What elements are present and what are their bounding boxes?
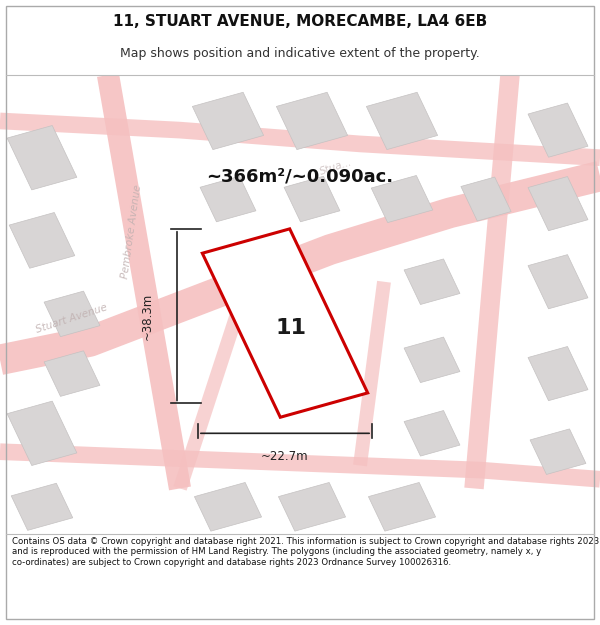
Polygon shape xyxy=(528,103,588,158)
Polygon shape xyxy=(528,254,588,309)
Polygon shape xyxy=(9,213,75,268)
Polygon shape xyxy=(278,482,346,531)
Polygon shape xyxy=(528,346,588,401)
Polygon shape xyxy=(404,411,460,456)
Text: Stua...: Stua... xyxy=(319,157,353,177)
Polygon shape xyxy=(200,176,256,222)
Text: ~38.3m: ~38.3m xyxy=(140,292,154,340)
Polygon shape xyxy=(530,429,586,474)
Text: ~366m²/~0.090ac.: ~366m²/~0.090ac. xyxy=(206,167,394,185)
Text: Pembroke Avenue: Pembroke Avenue xyxy=(121,184,143,279)
Text: Stuart Avenue: Stuart Avenue xyxy=(35,302,109,335)
Polygon shape xyxy=(368,482,436,531)
Polygon shape xyxy=(44,291,100,337)
Polygon shape xyxy=(7,126,77,190)
Polygon shape xyxy=(528,176,588,231)
Text: Map shows position and indicative extent of the property.: Map shows position and indicative extent… xyxy=(120,48,480,61)
Polygon shape xyxy=(202,229,368,418)
Polygon shape xyxy=(193,92,263,149)
Polygon shape xyxy=(11,483,73,531)
Polygon shape xyxy=(404,337,460,382)
Polygon shape xyxy=(367,92,437,149)
Polygon shape xyxy=(7,401,77,466)
Text: 11, STUART AVENUE, MORECAMBE, LA4 6EB: 11, STUART AVENUE, MORECAMBE, LA4 6EB xyxy=(113,14,487,29)
Text: 11: 11 xyxy=(275,318,307,338)
Text: ~22.7m: ~22.7m xyxy=(261,450,309,462)
Polygon shape xyxy=(284,176,340,222)
Polygon shape xyxy=(44,351,100,396)
Polygon shape xyxy=(371,176,433,222)
Polygon shape xyxy=(277,92,347,149)
Polygon shape xyxy=(461,177,511,221)
Polygon shape xyxy=(194,482,262,531)
Polygon shape xyxy=(404,259,460,304)
Text: Contains OS data © Crown copyright and database right 2021. This information is : Contains OS data © Crown copyright and d… xyxy=(12,537,599,567)
